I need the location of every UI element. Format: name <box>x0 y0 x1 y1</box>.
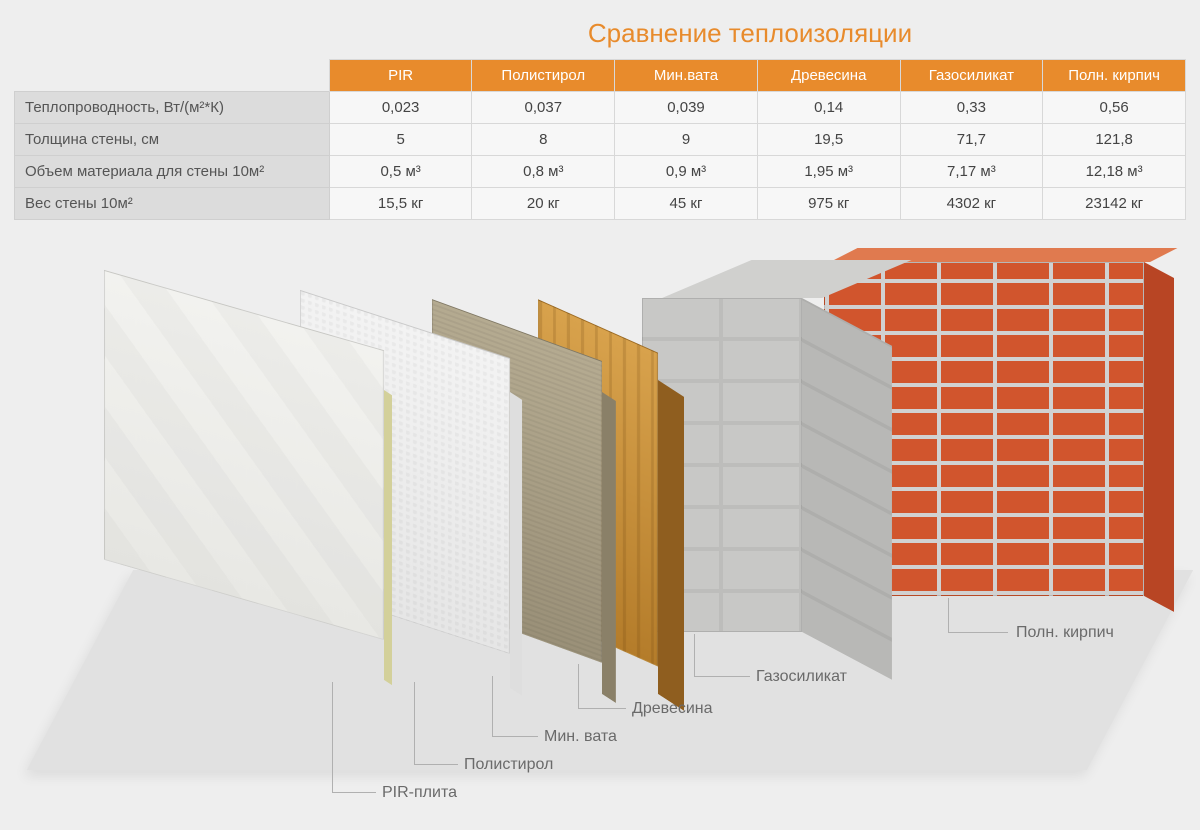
cell: 19,5 <box>757 124 900 156</box>
cell: 0,33 <box>900 92 1043 124</box>
cell: 4302 кг <box>900 188 1043 220</box>
cell: 5 <box>329 124 472 156</box>
cell: 45 кг <box>615 188 758 220</box>
cell: 0,023 <box>329 92 472 124</box>
cell: 121,8 <box>1043 124 1186 156</box>
materials-diagram: Полн. кирпич Газосиликат Древесина Мин. … <box>0 250 1200 830</box>
table-row: Теплопроводность, Вт/(м²*К) 0,023 0,037 … <box>15 92 1186 124</box>
cell: 8 <box>472 124 615 156</box>
comparison-table: PIR Полистирол Мин.вата Древесина Газоси… <box>14 59 1186 220</box>
col-wood: Древесина <box>757 60 900 92</box>
cell: 0,9 м³ <box>615 156 758 188</box>
cell: 0,037 <box>472 92 615 124</box>
table-row: Толщина стены, см 5 8 9 19,5 71,7 121,8 <box>15 124 1186 156</box>
col-brick: Полн. кирпич <box>1043 60 1186 92</box>
row-label: Вес стены 10м² <box>15 188 330 220</box>
cell: 20 кг <box>472 188 615 220</box>
page-title: Сравнение теплоизоляции <box>300 0 1200 59</box>
col-gas: Газосиликат <box>900 60 1043 92</box>
cell: 7,17 м³ <box>900 156 1043 188</box>
cell: 9 <box>615 124 758 156</box>
cell: 0,14 <box>757 92 900 124</box>
cell: 1,95 м³ <box>757 156 900 188</box>
cell: 0,8 м³ <box>472 156 615 188</box>
cell: 0,56 <box>1043 92 1186 124</box>
cell: 23142 кг <box>1043 188 1186 220</box>
col-wool: Мин.вата <box>615 60 758 92</box>
cell: 0,5 м³ <box>329 156 472 188</box>
row-label: Теплопроводность, Вт/(м²*К) <box>15 92 330 124</box>
table-row: Вес стены 10м² 15,5 кг 20 кг 45 кг 975 к… <box>15 188 1186 220</box>
cell: 71,7 <box>900 124 1043 156</box>
cell: 15,5 кг <box>329 188 472 220</box>
row-label: Объем материала для стены 10м² <box>15 156 330 188</box>
table-corner <box>15 60 330 92</box>
table-row: Объем материала для стены 10м² 0,5 м³ 0,… <box>15 156 1186 188</box>
col-poly: Полистирол <box>472 60 615 92</box>
cell: 975 кг <box>757 188 900 220</box>
cell: 12,18 м³ <box>1043 156 1186 188</box>
row-label: Толщина стены, см <box>15 124 330 156</box>
cell: 0,039 <box>615 92 758 124</box>
col-pir: PIR <box>329 60 472 92</box>
